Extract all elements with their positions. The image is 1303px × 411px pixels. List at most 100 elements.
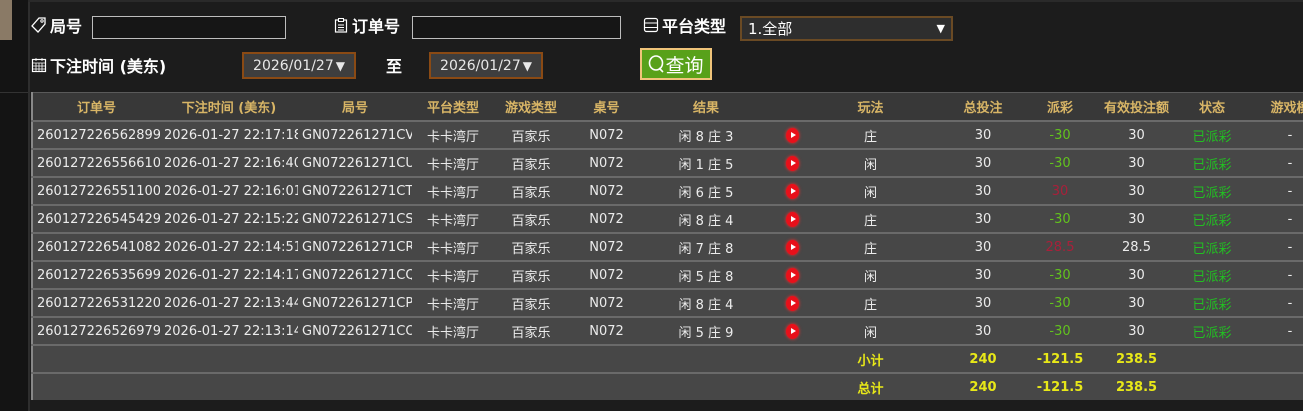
header-replay (767, 92, 818, 121)
cell-game-type: 百家乐 (494, 120, 568, 149)
platform-select[interactable]: 1.全部 ▼ (740, 16, 953, 41)
cell-table-no: N072 (568, 204, 645, 233)
list-icon (643, 17, 659, 33)
search-icon (649, 55, 665, 73)
header-game-mode: 游戏模 (1250, 92, 1303, 121)
cell-game-mode: - (1250, 232, 1303, 261)
header-round-no: 局号 (298, 92, 412, 121)
round-input[interactable] (92, 16, 286, 39)
empty-cell (568, 372, 645, 400)
header-game-type: 游戏类型 (494, 92, 568, 121)
empty-cell (1250, 372, 1303, 400)
cell-game-type: 百家乐 (494, 260, 568, 289)
cell-game-type: 百家乐 (494, 316, 568, 345)
cell-table-no: N072 (568, 120, 645, 149)
order-input[interactable] (412, 16, 621, 39)
cell-round-no: GN072261271CT (298, 176, 412, 205)
cell-table-no: N072 (568, 176, 645, 205)
cell-result: 闲 8 庄 3 (645, 120, 767, 149)
cell-total-bet: 30 (945, 260, 1021, 289)
cell-order-no: 260127226531220 (32, 288, 160, 317)
header-table-no: 桌号 (568, 92, 645, 121)
round-label: 局号 (31, 13, 82, 37)
cell-platform-type: 卡卡湾厅 (412, 148, 494, 177)
date-to-select[interactable]: 2026/01/27 ▼ (429, 52, 543, 79)
header-total-bet: 总投注 (945, 92, 1021, 121)
cell-game-type: 百家乐 (494, 288, 568, 317)
cell-bet-type: 庄 (818, 288, 945, 317)
tag-icon (31, 17, 46, 33)
round-label-text: 局号 (50, 17, 83, 36)
cell-valid-bet: 30 (1099, 148, 1174, 177)
replay-cell (767, 176, 818, 205)
play-video-icon[interactable] (786, 211, 799, 227)
replay-cell (767, 204, 818, 233)
cell-valid-bet: 30 (1099, 176, 1174, 205)
cell-game-mode: - (1250, 204, 1303, 233)
play-video-icon[interactable] (786, 127, 799, 143)
cell-table-no: N072 (568, 148, 645, 177)
subtotal-bet: 240 (945, 344, 1021, 373)
cell-round-no: GN072261271CP (298, 288, 412, 317)
replay-cell (767, 260, 818, 289)
cell-total-bet: 30 (945, 148, 1021, 177)
date-from-value: 2026/01/27 (253, 57, 334, 74)
table-row: 260127226556610 2026-01-27 22:16:40 GN0722… (32, 148, 1303, 177)
empty-cell (1250, 344, 1303, 373)
cell-order-no: 260127226526979 (32, 316, 160, 345)
cell-result: 闲 8 庄 4 (645, 204, 767, 233)
cell-bet-type: 闲 (818, 176, 945, 205)
play-video-icon[interactable] (786, 183, 799, 199)
cell-total-bet: 30 (945, 232, 1021, 261)
cell-round-no: GN072261271CS (298, 204, 412, 233)
replay-cell (767, 232, 818, 261)
subtotal-valid: 238.5 (1099, 344, 1174, 373)
cell-game-type: 百家乐 (494, 204, 568, 233)
cell-game-type: 百家乐 (494, 232, 568, 261)
table-row: 260127226562899 2026-01-27 22:17:18 GN0722… (32, 120, 1303, 149)
time-label: 下注时间 (美东) (31, 53, 166, 77)
header-status: 状态 (1174, 92, 1250, 121)
cell-payout: 30 (1021, 176, 1099, 205)
empty-cell (494, 372, 568, 400)
cell-order-no: 260127226556610 (32, 148, 160, 177)
cell-platform-type: 卡卡湾厅 (412, 120, 494, 149)
play-video-icon[interactable] (786, 155, 799, 171)
table-header-row: 订单号 下注时间 (美东) 局号 平台类型 游戏类型 桌号 结果 玩法 总投注 派彩 有效投注额 状态… (32, 92, 1303, 121)
empty-cell (645, 372, 767, 400)
empty-cell (767, 344, 818, 373)
total-valid: 238.5 (1099, 372, 1174, 400)
play-video-icon[interactable] (786, 295, 799, 311)
empty-cell (32, 372, 160, 400)
play-video-icon[interactable] (786, 323, 799, 339)
header-platform-type: 平台类型 (412, 92, 494, 121)
header-bet-type: 玩法 (818, 92, 945, 121)
cell-order-no: 260127226545429 (32, 204, 160, 233)
cell-bet-type: 闲 (818, 148, 945, 177)
cell-result: 闲 5 庄 8 (645, 260, 767, 289)
empty-cell (568, 344, 645, 373)
cell-payout: -30 (1021, 288, 1099, 317)
cell-bet-type: 庄 (818, 232, 945, 261)
cell-bet-time: 2026-01-27 22:13:14 (160, 316, 298, 345)
total-label: 总计 (818, 372, 945, 400)
query-button[interactable]: 查询 (640, 48, 712, 80)
cell-platform-type: 卡卡湾厅 (412, 316, 494, 345)
play-video-icon[interactable] (786, 267, 799, 283)
play-video-icon[interactable] (786, 239, 799, 255)
cell-round-no: GN072261271CV (298, 120, 412, 149)
table-row: 260127226535699 2026-01-27 22:14:17 GN0722… (32, 260, 1303, 289)
left-panel-edge (0, 0, 30, 411)
cell-platform-type: 卡卡湾厅 (412, 288, 494, 317)
calendar-icon (31, 58, 47, 73)
empty-cell (160, 344, 298, 373)
date-from-select[interactable]: 2026/01/27 ▼ (242, 52, 356, 79)
cell-platform-type: 卡卡湾厅 (412, 176, 494, 205)
dropdown-arrow-icon: ▼ (936, 22, 945, 35)
cell-round-no: GN072261271CU (298, 148, 412, 177)
cell-total-bet: 30 (945, 176, 1021, 205)
cell-round-no: GN072261271CQ (298, 260, 412, 289)
order-label: 订单号 (333, 13, 400, 37)
cell-platform-type: 卡卡湾厅 (412, 204, 494, 233)
cell-status: 已派彩 (1174, 176, 1250, 205)
